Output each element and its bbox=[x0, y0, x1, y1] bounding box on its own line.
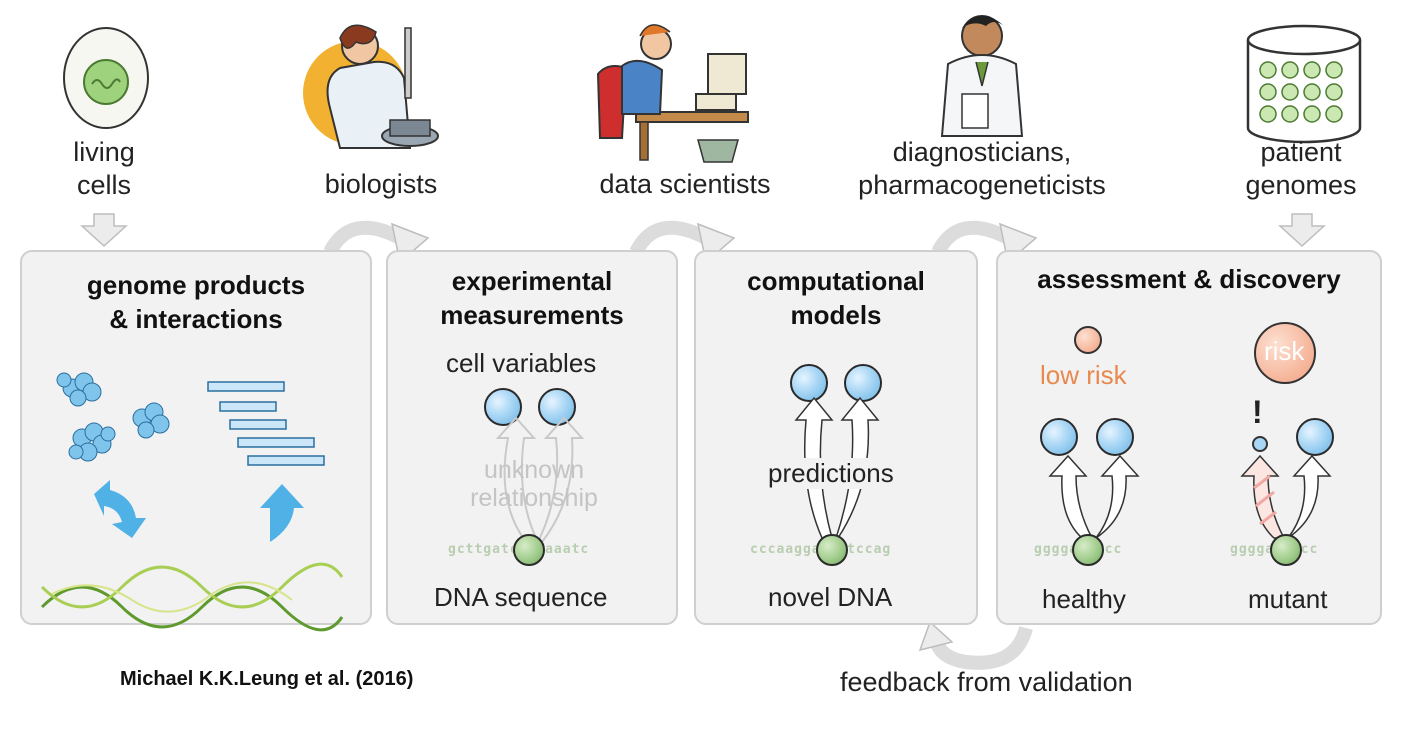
biologist-icon bbox=[300, 8, 450, 163]
label-genomes: genomes bbox=[1245, 170, 1357, 200]
label-living: living bbox=[73, 137, 135, 167]
healthy-node-2 bbox=[1096, 418, 1134, 456]
patient-genomes-database-icon bbox=[1240, 22, 1370, 157]
data-scientist-icon bbox=[588, 14, 758, 169]
healthy-node-1 bbox=[1040, 418, 1078, 456]
panel-title-experimental: experimental measurements bbox=[388, 264, 676, 332]
label-patient: patient bbox=[1260, 137, 1342, 167]
panel-title-computational: computational models bbox=[696, 264, 976, 332]
unknown-arrows bbox=[495, 416, 585, 543]
cell-variables-label: cell variables bbox=[446, 348, 597, 378]
diagnostician-icon bbox=[932, 4, 1032, 144]
label-diagnosticians-line2: pharmacogeneticists bbox=[858, 170, 1106, 200]
feedback-label: feedback from validation bbox=[840, 667, 1133, 697]
down-arrow-living-cells bbox=[80, 213, 128, 248]
mutant-node bbox=[1296, 418, 1334, 456]
label-diagnosticians-line1: diagnosticians, bbox=[892, 137, 1072, 167]
panel-title-genome: genome products & interactions bbox=[22, 268, 370, 336]
label-diagnosticians: diagnosticians, pharmacogeneticists bbox=[842, 136, 1122, 202]
panel-assessment-discovery: assessment & discovery low risk ggggatcc… bbox=[996, 250, 1382, 625]
label-biologists: biologists bbox=[324, 169, 438, 199]
unknown-line1: unknown bbox=[483, 456, 585, 484]
feedback-arrow bbox=[929, 625, 1033, 670]
title-computational-line2: models bbox=[790, 300, 882, 330]
prediction-arrows bbox=[794, 396, 880, 539]
title-genome-line1: genome products bbox=[86, 270, 306, 300]
dna-sequence-label: DNA sequence bbox=[434, 582, 608, 612]
panel-experimental-measurements: experimental measurements cell variables… bbox=[386, 250, 678, 625]
title-computational-line1: computational bbox=[747, 266, 925, 296]
up-arrow-icon bbox=[260, 484, 304, 542]
novel-dna-label: novel DNA bbox=[768, 582, 893, 612]
prediction-node-2 bbox=[844, 364, 882, 402]
low-risk-label: low risk bbox=[1040, 360, 1127, 390]
panel-title-assessment: assessment & discovery bbox=[1037, 264, 1341, 294]
healthy-dna-node bbox=[1072, 534, 1104, 566]
risk-node bbox=[1254, 322, 1316, 384]
curved-arrow-3 bbox=[931, 220, 1012, 256]
label-data-scientists: data scientists bbox=[599, 169, 771, 199]
predictions-label: predictions bbox=[768, 458, 894, 489]
rna-bars-icon bbox=[207, 381, 325, 466]
novel-dna-node bbox=[816, 534, 848, 566]
protein-blob-icon bbox=[56, 372, 170, 462]
title-experimental-line1: experimental bbox=[451, 266, 613, 296]
unknown-line2: relationship bbox=[470, 484, 598, 512]
title-experimental-line2: measurements bbox=[440, 300, 624, 330]
unknown-relationship-label: unknown relationship bbox=[454, 456, 614, 512]
dna-node bbox=[513, 534, 545, 566]
dna-helix-icon bbox=[40, 562, 344, 632]
living-cell-icon bbox=[56, 20, 156, 135]
double-arrow-icon bbox=[94, 480, 146, 538]
label-patient-genomes: patient genomes bbox=[1236, 136, 1366, 202]
risk-label: risk bbox=[1264, 336, 1305, 366]
label-cells: cells bbox=[76, 170, 131, 200]
mutant-label: mutant bbox=[1248, 584, 1328, 614]
curved-arrow-2 bbox=[629, 220, 710, 256]
label-living-cells: living cells bbox=[54, 136, 154, 202]
mutant-small-node bbox=[1252, 436, 1268, 452]
mutant-dna-node bbox=[1270, 534, 1302, 566]
healthy-arrows bbox=[1048, 454, 1332, 539]
exclamation-mark: ! bbox=[1252, 394, 1263, 430]
title-genome-line2: & interactions bbox=[109, 304, 283, 334]
panel-computational-models: computational models predictions cccaagg… bbox=[694, 250, 978, 625]
healthy-label: healthy bbox=[1042, 584, 1126, 614]
down-arrow-patient-genomes bbox=[1278, 213, 1326, 248]
prediction-node-1 bbox=[790, 364, 828, 402]
low-risk-node bbox=[1074, 326, 1102, 354]
citation: Michael K.K.Leung et al. (2016) bbox=[120, 668, 414, 690]
mutant-seq-left: ggggag bbox=[1230, 542, 1283, 557]
curved-arrow-1 bbox=[323, 220, 404, 256]
panel-genome-products: genome products & interactions bbox=[20, 250, 372, 632]
genome-products-illustration bbox=[40, 372, 344, 632]
